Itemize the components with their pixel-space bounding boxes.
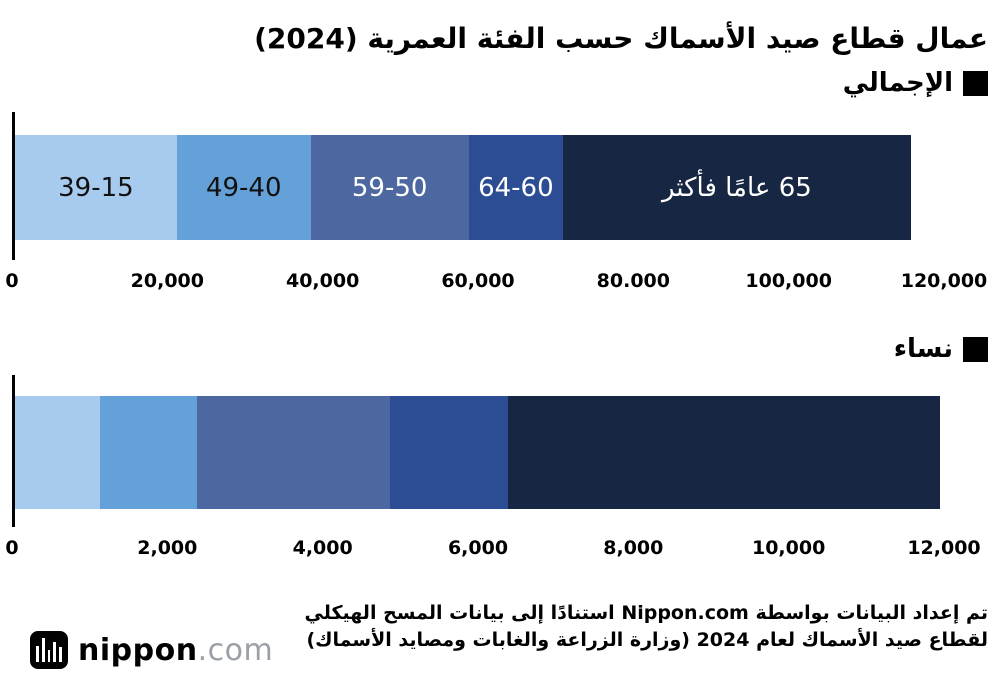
black-square-marker-icon [963, 70, 988, 96]
women-stacked-bar-chart: 0 2,000 4,000 6,000 8,000 10,000 12,000 [5, 375, 981, 571]
total-section-label: الإجمالي [843, 68, 988, 98]
axis-tick-label: 60,000 [441, 270, 515, 292]
axis-tick-label: 40,000 [285, 270, 360, 292]
x-axis-ticks-women: 0 2,000 4,000 6,000 8,000 10,000 12,000 [5, 537, 980, 571]
bar-segment-age-65+ [508, 396, 941, 509]
section-title-total: الإجمالي [842, 68, 953, 98]
source-note-line2: لقطاع صيد الأسماك لعام 2024 (وزارة الزرا… [306, 628, 988, 651]
segment-label: 49-40 [205, 172, 282, 203]
axis-tick-label: 10,000 [751, 537, 826, 559]
logo-name: nippon [78, 632, 198, 668]
bar-segment-age-50-59 [196, 396, 391, 509]
axis-tick-label: 2,000 [137, 537, 198, 559]
bar-segment-age-65+: 65 عامًا فأكثر [563, 135, 911, 240]
bar-segment-age-40-49: 49-40 [176, 135, 311, 240]
nippon-logomark-bars-icon [30, 631, 68, 669]
total-stacked-bar-chart: 39-15 49-40 59-50 64-60 65 عامًا فأكثر 0 20,0… [5, 112, 987, 304]
y-axis-line [12, 112, 15, 260]
segment-label: 64-60 [478, 172, 554, 203]
plot-area-women [12, 375, 944, 527]
logo-tld: .com [197, 632, 274, 668]
y-axis-line [12, 375, 15, 527]
bar-segment-age-15-39: 39-15 [15, 135, 177, 240]
black-square-marker-icon [963, 336, 988, 362]
axis-tick-label: 100,000 [745, 270, 832, 292]
axis-tick-label: 0 [5, 270, 19, 292]
bar-segment-age-40-49 [100, 396, 197, 509]
axis-tick-label: 4,000 [292, 537, 353, 559]
source-note: تم إعداد البيانات بواسطة Nippon.com استن… [304, 600, 988, 654]
x-axis-ticks-total: 0 20,000 40,000 60,000 80.000 100,000 120,000 [5, 270, 987, 304]
axis-tick-label: 8,000 [603, 537, 664, 559]
segment-label: 65 عامًا فأكثر [661, 172, 812, 203]
axis-tick-label: 12,000 [907, 537, 981, 559]
axis-tick-label: 120,000 [900, 270, 988, 292]
bar-segment-age-50-59: 59-50 [310, 135, 469, 240]
segment-label: 59-50 [351, 172, 428, 203]
women-section-label: نساء [894, 334, 988, 364]
axis-tick-label: 0 [5, 537, 19, 559]
plot-area-total: 39-15 49-40 59-50 64-60 65 عامًا فأكثر [12, 112, 944, 260]
axis-tick-label: 6,000 [447, 537, 509, 559]
stacked-bar-women [15, 396, 944, 509]
axis-tick-label: 20,000 [130, 270, 204, 292]
figure-title: عمال قطاع صيد الأسماك حسب الفئة العمرية … [254, 21, 988, 55]
nippon-logo: nippon.com [30, 631, 273, 669]
axis-tick-label: 80.000 [596, 270, 670, 292]
bar-segment-age-15-39 [15, 396, 101, 509]
source-note-line1: تم إعداد البيانات بواسطة Nippon.com استن… [304, 602, 988, 624]
bar-segment-age-60-64: 64-60 [468, 135, 564, 240]
stacked-bar-total: 39-15 49-40 59-50 64-60 65 عامًا فأكثر [15, 135, 944, 240]
bar-segment-age-60-64 [390, 396, 509, 509]
nippon-logo-text: nippon.com [78, 633, 273, 668]
segment-label: 39-15 [58, 172, 134, 203]
section-title-women: نساء [893, 334, 953, 364]
